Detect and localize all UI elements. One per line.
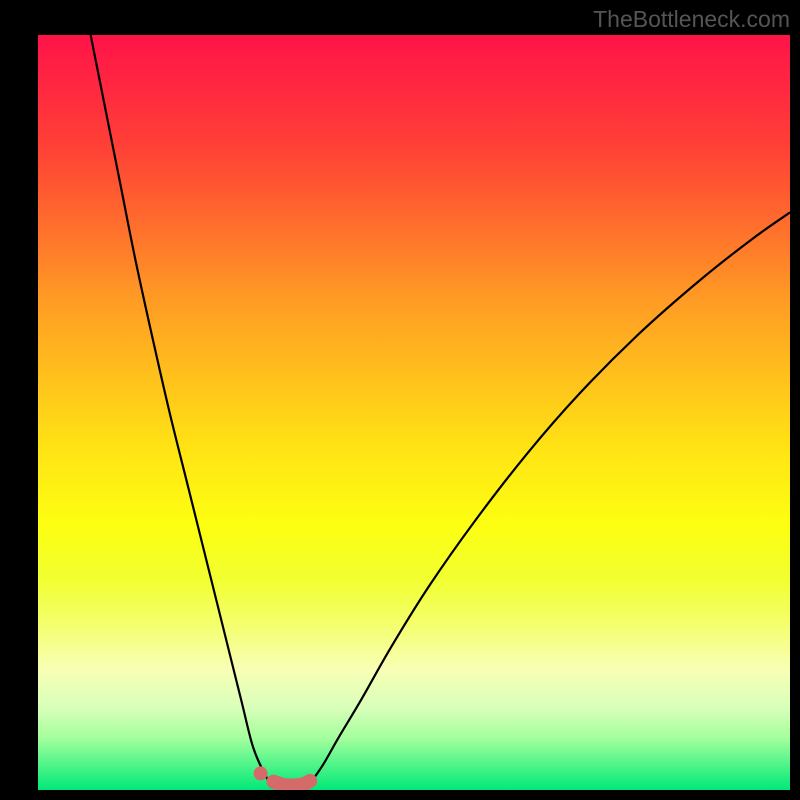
gradient-background bbox=[38, 35, 790, 790]
bottom-pink-segment bbox=[273, 781, 310, 786]
chart-container: TheBottleneck.com bbox=[0, 0, 800, 800]
watermark-text: TheBottleneck.com bbox=[593, 6, 790, 33]
plot-area bbox=[38, 35, 790, 790]
chart-svg bbox=[38, 35, 790, 790]
pink-dot-marker bbox=[254, 766, 268, 780]
